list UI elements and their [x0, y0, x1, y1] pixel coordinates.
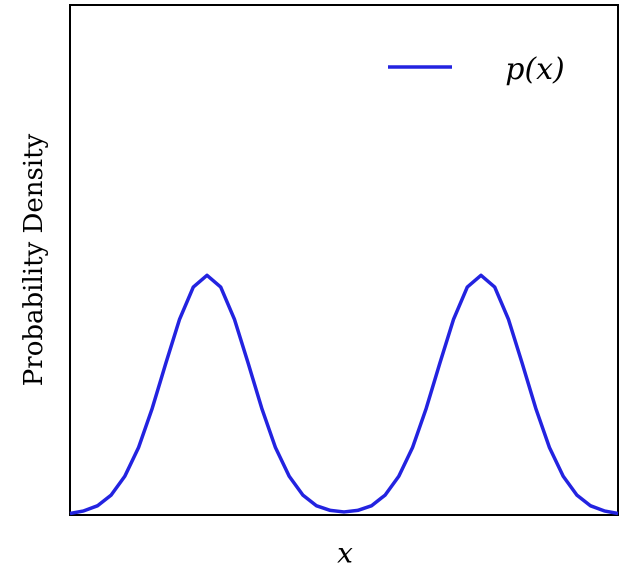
y-axis-label: Probability Density — [19, 133, 49, 386]
x-axis-label: x — [337, 537, 353, 570]
legend-label: p(x) — [505, 52, 565, 87]
legend: p(x) — [388, 52, 565, 87]
plot-frame — [69, 4, 619, 516]
line-series — [69, 273, 619, 516]
